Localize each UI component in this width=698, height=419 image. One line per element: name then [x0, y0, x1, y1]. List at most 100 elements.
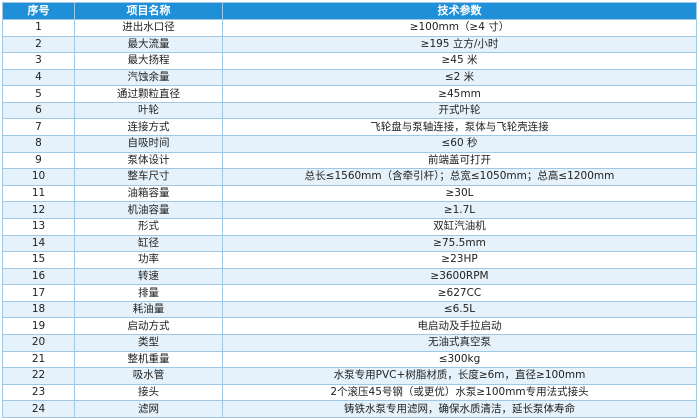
row-number-cell: 15: [2, 251, 75, 269]
tech-param-cell: 前端盖可打开: [222, 151, 697, 170]
row-number-cell: 6: [2, 101, 75, 120]
tech-param-cell: 双缸汽油机: [222, 217, 697, 236]
row-number-cell: 13: [2, 217, 75, 236]
row-number-cell: 4: [2, 68, 75, 87]
tech-param-cell: ≥1.7L: [222, 201, 697, 219]
item-name-cell: 最大扬程: [74, 52, 223, 70]
row-number-cell: 10: [2, 168, 75, 186]
row-number-cell: 17: [2, 284, 75, 302]
header-no: 序号: [2, 2, 75, 20]
row-number-cell: 2: [2, 35, 75, 54]
item-name-cell: 进出水口径: [74, 19, 223, 37]
row-number-cell: 16: [2, 267, 75, 286]
tech-param-cell: ≥45mm: [222, 85, 697, 103]
header-row: 序号 项目名称 技术参数: [2, 2, 697, 20]
table-row: 4 汽蚀余量 ≤2 米: [2, 68, 697, 87]
table-row: 12 机油容量 ≥1.7L: [2, 201, 697, 219]
tech-param-cell: ≤2 米: [222, 68, 697, 87]
table-row: 9 泵体设计 前端盖可打开: [2, 151, 697, 170]
row-number-cell: 23: [2, 383, 75, 402]
tech-param-cell: ≤60 秒: [222, 135, 697, 153]
tech-param-cell: 总长≤1560mm（含牵引杆）；总宽≤1050mm；总高≤1200mm: [222, 168, 697, 186]
table-row: 8 自吸时间 ≤60 秒: [2, 135, 697, 153]
table-body: 1 进出水口径 ≥100mm（≥4 寸） 2 最大流量 ≥195 立方/小时 3 最大扬程 ≥4…: [2, 19, 697, 418]
item-name-cell: 整车尺寸: [74, 168, 223, 186]
item-name-cell: 转速: [74, 267, 223, 286]
row-number-cell: 5: [2, 85, 75, 103]
table-row: 5 通过颗粒直径 ≥45mm: [2, 85, 697, 103]
tech-param-cell: ≥23HP: [222, 251, 697, 269]
row-number-cell: 18: [2, 300, 75, 319]
row-number-cell: 1: [2, 19, 75, 37]
item-name-cell: 油箱容量: [74, 184, 223, 203]
table-row: 16 转速 ≥3600RPM: [2, 267, 697, 286]
item-name-cell: 通过颗粒直径: [74, 85, 223, 103]
item-name-cell: 启动方式: [74, 317, 223, 335]
table-row: 23 接头 2个滚压45号钢（或更优）水泵≥100mm专用法式接头: [2, 383, 697, 402]
tech-param-cell: 铸铁水泵专用滤网，确保水质清洁，延长泵体寿命: [222, 400, 697, 418]
table-row: 3 最大扬程 ≥45 米: [2, 52, 697, 70]
row-number-cell: 12: [2, 201, 75, 219]
row-number-cell: 14: [2, 234, 75, 253]
item-name-cell: 连接方式: [74, 118, 223, 137]
tech-param-cell: 水泵专用PVC+树脂材质，长度≥6m，直径≥100mm: [222, 367, 697, 385]
table-row: 13 形式 双缸汽油机: [2, 217, 697, 236]
header-param: 技术参数: [222, 2, 697, 20]
item-name-cell: 最大流量: [74, 35, 223, 54]
item-name-cell: 自吸时间: [74, 135, 223, 153]
table-row: 1 进出水口径 ≥100mm（≥4 寸）: [2, 19, 697, 37]
row-number-cell: 22: [2, 367, 75, 385]
tech-param-cell: ≤6.5L: [222, 300, 697, 319]
table-row: 18 耗油量 ≤6.5L: [2, 300, 697, 319]
row-number-cell: 11: [2, 184, 75, 203]
item-name-cell: 形式: [74, 217, 223, 236]
item-name-cell: 汽蚀余量: [74, 68, 223, 87]
table-row: 22 吸水管 水泵专用PVC+树脂材质，长度≥6m，直径≥100mm: [2, 367, 697, 385]
item-name-cell: 类型: [74, 333, 223, 352]
tech-param-cell: ≥30L: [222, 184, 697, 203]
item-name-cell: 缸径: [74, 234, 223, 253]
table-row: 7 连接方式 飞轮盘与泵轴连接，泵体与飞轮壳连接: [2, 118, 697, 137]
tech-param-cell: ≥3600RPM: [222, 267, 697, 286]
table-row: 17 排量 ≥627CC: [2, 284, 697, 302]
table-row: 6 叶轮 开式叶轮: [2, 101, 697, 120]
table-row: 19 启动方式 电启动及手拉启动: [2, 317, 697, 335]
tech-param-cell: 开式叶轮: [222, 101, 697, 120]
tech-param-cell: 飞轮盘与泵轴连接，泵体与飞轮壳连接: [222, 118, 697, 137]
tech-param-cell: ≥627CC: [222, 284, 697, 302]
row-number-cell: 3: [2, 52, 75, 70]
tech-param-cell: ≥195 立方/小时: [222, 35, 697, 54]
row-number-cell: 8: [2, 135, 75, 153]
table-row: 20 类型 无油式真空泵: [2, 333, 697, 352]
table-row: 10 整车尺寸 总长≤1560mm（含牵引杆）；总宽≤1050mm；总高≤1200m…: [2, 168, 697, 186]
row-number-cell: 20: [2, 333, 75, 352]
tech-param-cell: ≥100mm（≥4 寸）: [222, 19, 697, 37]
row-number-cell: 24: [2, 400, 75, 418]
item-name-cell: 机油容量: [74, 201, 223, 219]
table-row: 2 最大流量 ≥195 立方/小时: [2, 35, 697, 54]
table-row: 11 油箱容量 ≥30L: [2, 184, 697, 203]
tech-param-cell: ≥45 米: [222, 52, 697, 70]
table-row: 15 功率 ≥23HP: [2, 251, 697, 269]
tech-param-cell: 电启动及手拉启动: [222, 317, 697, 335]
table-row: 21 整机重量 ≤300kg: [2, 350, 697, 369]
item-name-cell: 功率: [74, 251, 223, 269]
table-row: 24 滤网 铸铁水泵专用滤网，确保水质清洁，延长泵体寿命: [2, 400, 697, 418]
header-name: 项目名称: [74, 2, 223, 20]
tech-param-cell: 无油式真空泵: [222, 333, 697, 352]
item-name-cell: 接头: [74, 383, 223, 402]
item-name-cell: 吸水管: [74, 367, 223, 385]
item-name-cell: 叶轮: [74, 101, 223, 120]
tech-param-cell: 2个滚压45号钢（或更优）水泵≥100mm专用法式接头: [222, 383, 697, 402]
item-name-cell: 泵体设计: [74, 151, 223, 170]
row-number-cell: 7: [2, 118, 75, 137]
row-number-cell: 19: [2, 317, 75, 335]
table-row: 14 缸径 ≥75.5mm: [2, 234, 697, 253]
item-name-cell: 排量: [74, 284, 223, 302]
item-name-cell: 滤网: [74, 400, 223, 418]
tech-param-cell: ≤300kg: [222, 350, 697, 369]
row-number-cell: 9: [2, 151, 75, 170]
row-number-cell: 21: [2, 350, 75, 369]
item-name-cell: 整机重量: [74, 350, 223, 369]
